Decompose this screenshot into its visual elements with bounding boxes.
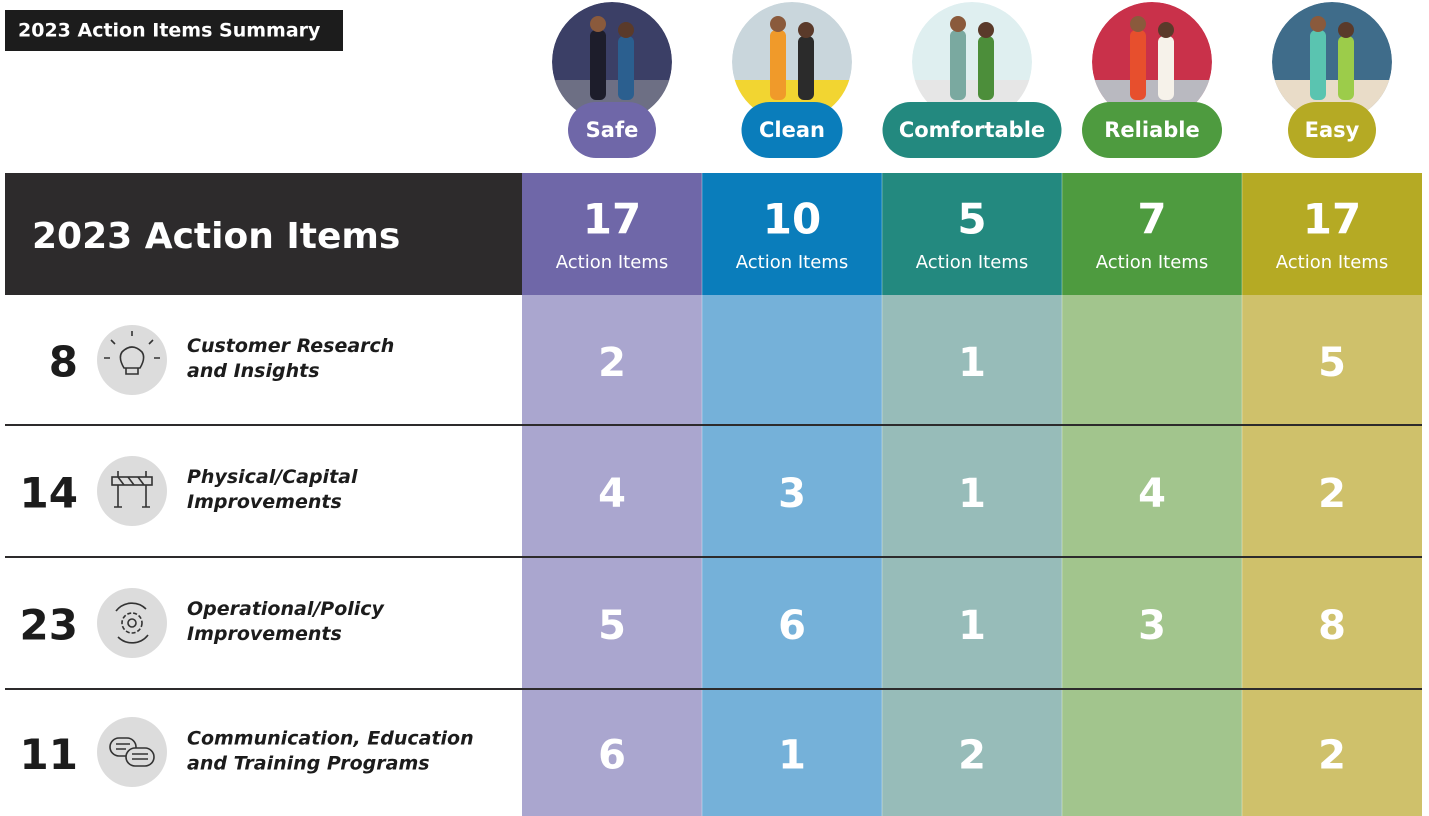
cell-value: 5 bbox=[1318, 340, 1346, 386]
illustration-head bbox=[978, 22, 994, 38]
illustration-figure bbox=[798, 36, 814, 100]
column-unit: Action Items bbox=[1096, 252, 1208, 273]
cell-value: 3 bbox=[778, 471, 806, 517]
column-total: 17 bbox=[1303, 195, 1361, 244]
illustration-figure bbox=[1310, 30, 1326, 100]
illustration-head bbox=[1338, 22, 1354, 38]
cell-value: 1 bbox=[778, 733, 806, 779]
category-pill bbox=[1082, 102, 1222, 158]
column-unit: Action Items bbox=[1276, 252, 1388, 273]
illustration-head bbox=[798, 22, 814, 38]
illustration-head bbox=[1158, 22, 1174, 38]
cell-value: 1 bbox=[958, 340, 986, 386]
column-total: 10 bbox=[763, 195, 821, 244]
illustration-head bbox=[618, 22, 634, 38]
category-name: Safe bbox=[586, 118, 639, 142]
category-pill bbox=[741, 102, 843, 158]
category-name: Comfortable bbox=[899, 118, 1045, 142]
cell-value: 2 bbox=[598, 340, 626, 386]
illustration-figure bbox=[770, 30, 786, 100]
category-name: Reliable bbox=[1104, 118, 1199, 142]
column-body bbox=[1062, 295, 1242, 816]
illustration-head bbox=[1310, 16, 1326, 32]
illustration-head bbox=[770, 16, 786, 32]
column-unit: Action Items bbox=[736, 252, 848, 273]
cell-value: 5 bbox=[598, 603, 626, 649]
row-total: 23 bbox=[20, 601, 78, 650]
illustration-figure bbox=[1338, 36, 1354, 100]
column-body bbox=[882, 295, 1062, 816]
column-body bbox=[702, 295, 882, 816]
icon-barrier bbox=[97, 456, 167, 526]
column-header bbox=[1062, 173, 1242, 295]
column-header bbox=[522, 173, 702, 295]
row-total: 14 bbox=[20, 469, 78, 518]
column-body bbox=[522, 295, 702, 816]
category-pill bbox=[882, 102, 1062, 158]
cell-value: 2 bbox=[958, 733, 986, 779]
column-body bbox=[1242, 295, 1422, 816]
category-pill bbox=[568, 102, 656, 158]
illustration-figure bbox=[950, 30, 966, 100]
cell-value: 3 bbox=[1138, 603, 1166, 649]
illustration bbox=[1272, 2, 1392, 122]
illustration bbox=[1092, 2, 1212, 122]
category-name: Clean bbox=[759, 118, 825, 142]
row-label: Customer Research bbox=[187, 335, 394, 357]
illustration-figure bbox=[590, 30, 606, 100]
illustration-head bbox=[590, 16, 606, 32]
illustration-head bbox=[1130, 16, 1146, 32]
column-unit: Action Items bbox=[556, 252, 668, 273]
cell-value: 8 bbox=[1318, 603, 1346, 649]
cell-value: 4 bbox=[598, 471, 626, 517]
header-title: 2023 Action Items Summary bbox=[18, 20, 321, 42]
illustration-figure bbox=[1130, 30, 1146, 100]
category-name: Easy bbox=[1305, 118, 1360, 142]
header-box bbox=[5, 10, 343, 51]
illustration-figure bbox=[1158, 36, 1174, 100]
illustration-head bbox=[950, 16, 966, 32]
header-band bbox=[5, 173, 522, 295]
row-label: Improvements bbox=[187, 623, 342, 645]
cell-value: 2 bbox=[1318, 471, 1346, 517]
row-label: Improvements bbox=[187, 491, 342, 513]
column-header bbox=[1242, 173, 1422, 295]
row-total: 11 bbox=[20, 730, 78, 779]
illustration-figure bbox=[618, 36, 634, 100]
column-header bbox=[702, 173, 882, 295]
column-total: 17 bbox=[583, 195, 641, 244]
cell-value: 6 bbox=[598, 733, 626, 779]
cell-value: 4 bbox=[1138, 471, 1166, 517]
column-total: 5 bbox=[957, 195, 986, 244]
column-unit: Action Items bbox=[916, 252, 1028, 273]
cell-value: 1 bbox=[958, 471, 986, 517]
category-pill bbox=[1288, 102, 1376, 158]
cell-value: 1 bbox=[958, 603, 986, 649]
table-title: 2023 Action Items bbox=[32, 216, 400, 257]
row-label: and Insights bbox=[187, 360, 320, 382]
row-label: Operational/Policy bbox=[187, 598, 386, 620]
cell-value: 2 bbox=[1318, 733, 1346, 779]
row-label: and Training Programs bbox=[187, 753, 430, 775]
icon-lightbulb bbox=[97, 325, 167, 395]
illustration-figure bbox=[978, 36, 994, 100]
cell-value: 6 bbox=[778, 603, 806, 649]
row-label: Communication, Education bbox=[187, 728, 474, 750]
row-total: 8 bbox=[49, 338, 78, 387]
illustration bbox=[552, 2, 672, 122]
column-header bbox=[882, 173, 1062, 295]
row-label: Physical/Capital bbox=[187, 466, 358, 488]
column-total: 7 bbox=[1137, 195, 1166, 244]
icon-gear bbox=[97, 588, 167, 658]
icon-speech bbox=[97, 717, 167, 787]
